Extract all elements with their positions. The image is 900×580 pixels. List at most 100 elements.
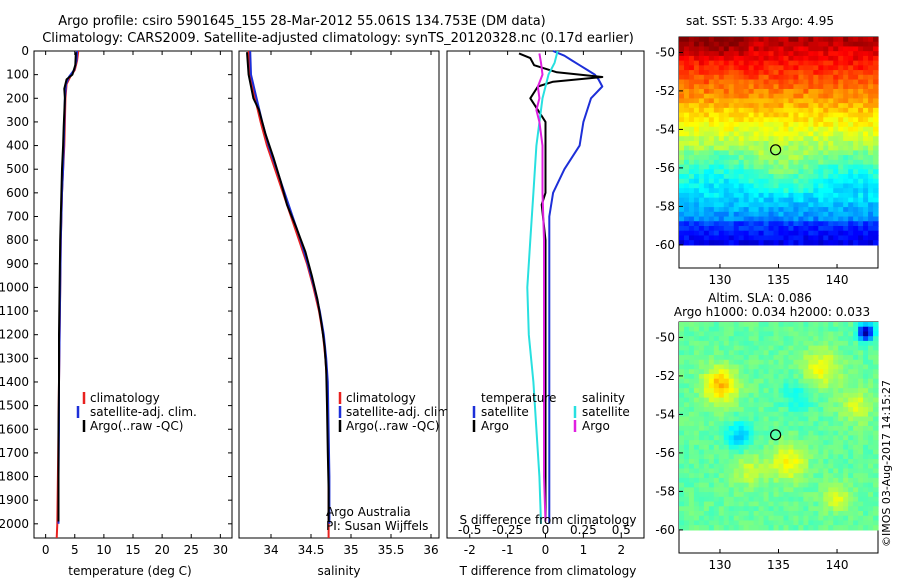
heatmap-cell — [793, 397, 799, 403]
heatmap-cell — [838, 496, 844, 503]
heatmap-cell — [868, 373, 874, 380]
heatmap-cell — [828, 70, 834, 76]
heatmap-cell — [783, 322, 790, 328]
heatmap-cell — [778, 444, 785, 451]
heatmap-cell — [743, 449, 750, 455]
heatmap-cell — [813, 326, 819, 333]
heatmap-cell — [688, 506, 695, 512]
heatmap-cell — [703, 411, 710, 418]
heatmap-cell — [693, 226, 700, 232]
heatmap-cell — [843, 411, 849, 418]
heatmap-cell — [688, 444, 695, 451]
heatmap-cell — [868, 183, 874, 189]
heatmap-cell — [813, 402, 819, 408]
heatmap-cell — [818, 515, 824, 522]
heatmap-cell — [738, 70, 745, 76]
heatmap-cell — [748, 525, 755, 531]
heatmap-cell — [813, 492, 819, 498]
heatmap-cell — [858, 164, 864, 170]
heatmap-cell — [683, 397, 690, 403]
heatmap-cell — [783, 122, 790, 128]
heatmap-cell — [863, 103, 869, 109]
heatmap-cell — [728, 221, 735, 227]
heatmap-cell — [688, 197, 695, 203]
heatmap-cell — [863, 407, 869, 413]
temperature-x-label: temperature (deg C) — [68, 564, 191, 578]
heatmap-cell — [773, 492, 780, 498]
heatmap-cell — [748, 326, 755, 333]
heatmap-cell — [778, 340, 785, 347]
heatmap-cell — [773, 336, 780, 342]
heatmap-cell — [693, 221, 700, 227]
heatmap-cell — [823, 350, 829, 356]
heatmap-cell — [753, 373, 760, 380]
heatmap-cell — [773, 188, 780, 194]
heatmap-cell — [833, 511, 839, 517]
heatmap-cell — [753, 112, 760, 118]
heatmap-cell — [808, 340, 814, 347]
heatmap-cell — [743, 345, 750, 351]
heatmap-cell — [753, 520, 760, 526]
heatmap-cell — [679, 440, 685, 446]
heatmap-cell — [788, 369, 795, 375]
heatmap-cell — [683, 430, 690, 436]
heatmap-cell — [798, 463, 804, 470]
heatmap-cell — [679, 421, 685, 427]
heatmap-cell — [788, 192, 795, 199]
heatmap-cell — [708, 183, 715, 189]
heatmap-cell — [679, 41, 685, 48]
heatmap-cell — [798, 392, 804, 399]
heatmap-cell — [798, 383, 804, 389]
heatmap-cell — [868, 46, 874, 52]
heatmap-cell — [848, 183, 854, 189]
heatmap-cell — [798, 520, 804, 526]
heatmap-cell — [743, 197, 750, 203]
heatmap-cell — [718, 98, 725, 104]
heatmap-cell — [713, 155, 720, 161]
heatmap-cell — [848, 378, 854, 385]
heatmap-cell — [698, 425, 705, 432]
heatmap-cell — [838, 117, 844, 123]
heatmap-cell — [683, 425, 690, 432]
heatmap-cell — [813, 350, 819, 356]
heatmap-cell — [748, 383, 755, 389]
heatmap-cell — [848, 122, 854, 128]
heatmap-cell — [733, 501, 740, 507]
heatmap-cell — [758, 65, 765, 71]
heatmap-cell — [718, 74, 725, 81]
heatmap-cell — [848, 211, 854, 218]
heatmap-cell — [843, 88, 849, 95]
heatmap-cell — [728, 435, 735, 441]
lat-tick-label: -52 — [655, 84, 675, 98]
heatmap-cell — [818, 411, 824, 418]
heatmap-cell — [708, 235, 715, 241]
heatmap-cell — [808, 520, 814, 526]
heatmap-cell — [778, 411, 785, 418]
heatmap-cell — [843, 383, 849, 389]
heatmap-cell — [688, 202, 695, 208]
heatmap-cell — [868, 226, 874, 232]
heatmap-cell — [813, 487, 819, 493]
heatmap-cell — [853, 473, 859, 479]
heatmap-cell — [813, 230, 819, 237]
heatmap-cell — [793, 216, 799, 222]
heatmap-cell — [683, 331, 690, 337]
heatmap-cell — [798, 216, 804, 222]
heatmap-cell — [873, 402, 879, 408]
heatmap-cell — [723, 55, 730, 62]
heatmap-cell — [808, 511, 814, 517]
heatmap-cell — [778, 345, 785, 351]
heatmap-cell — [778, 41, 785, 48]
heatmap-cell — [693, 150, 700, 156]
heatmap-cell — [808, 112, 814, 118]
heatmap-cell — [728, 164, 735, 170]
heatmap-cell — [733, 226, 740, 232]
heatmap-cell — [758, 150, 765, 156]
heatmap-cell — [828, 492, 834, 498]
heatmap-cell — [703, 515, 710, 522]
heatmap-cell — [803, 511, 809, 517]
heatmap-cell — [868, 98, 874, 104]
heatmap-cell — [763, 378, 770, 385]
heatmap-cell — [823, 140, 829, 147]
heatmap-cell — [858, 98, 864, 104]
